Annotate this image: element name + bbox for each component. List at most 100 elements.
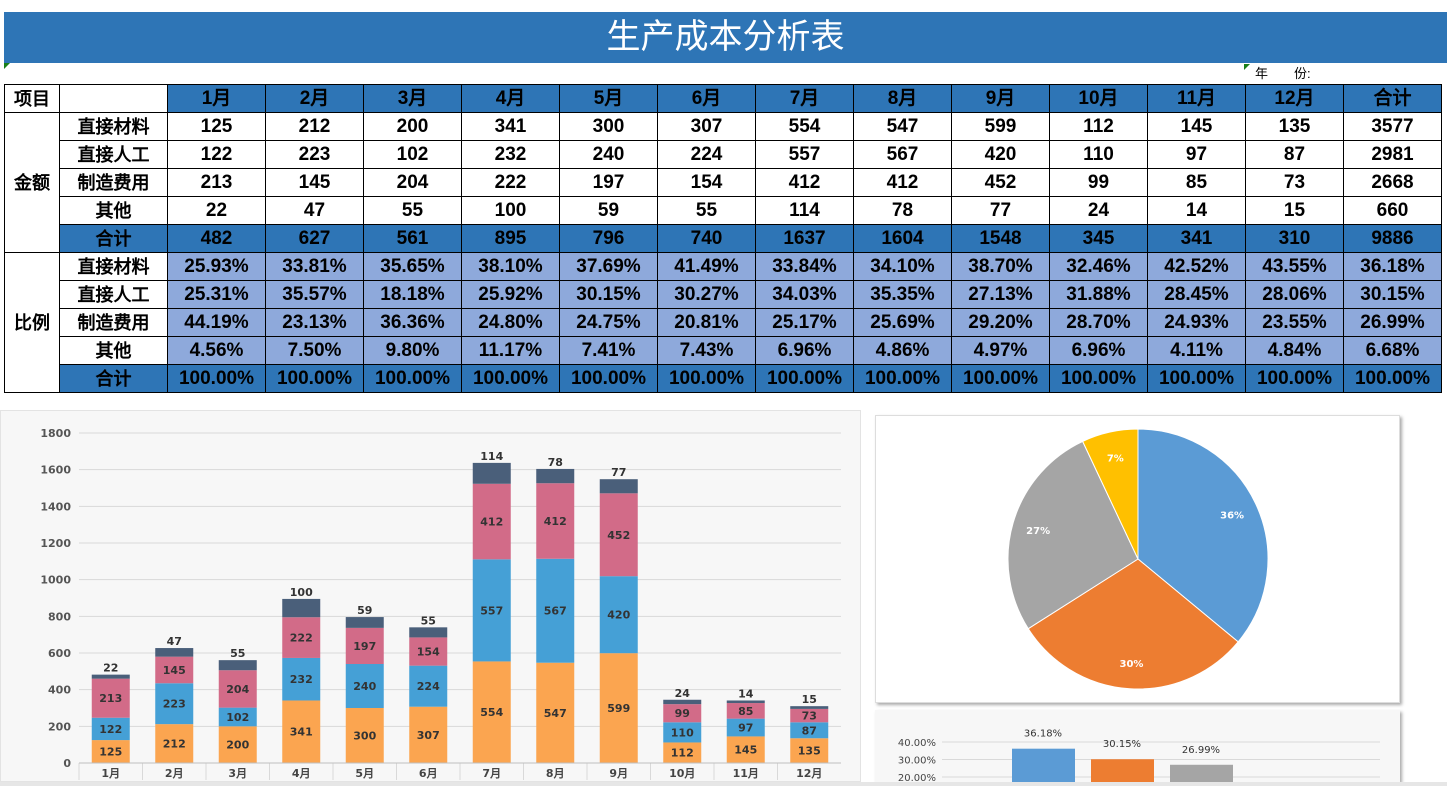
pie-slice[interactable]: [1137, 428, 1269, 643]
value-cell[interactable]: 28.06%: [1245, 280, 1344, 309]
month-header[interactable]: 合计: [1343, 84, 1442, 113]
value-cell[interactable]: 561: [363, 224, 462, 253]
value-cell[interactable]: 100.00%: [755, 364, 854, 393]
stacked-bar-chart[interactable]: 0 200 400 600 800 1000 1200 1400 1600 1800 125 122 2…: [0, 410, 861, 782]
value-cell[interactable]: 1604: [853, 224, 952, 253]
value-cell[interactable]: 4.11%: [1147, 336, 1246, 365]
month-header[interactable]: 9月: [951, 84, 1050, 113]
ratio-bar-chart[interactable]: 20.00% 30.00% 40.00% 36.18% 30.15% 26.99%: [875, 710, 1400, 782]
value-cell[interactable]: 222: [461, 168, 560, 197]
value-cell[interactable]: 1548: [951, 224, 1050, 253]
value-cell[interactable]: 24.75%: [559, 308, 658, 337]
month-header[interactable]: 11月: [1147, 84, 1246, 113]
value-cell[interactable]: 452: [951, 168, 1050, 197]
ratio-group-label[interactable]: 比例: [4, 252, 60, 393]
value-cell[interactable]: 6.68%: [1343, 336, 1442, 365]
value-cell[interactable]: 87: [1245, 140, 1344, 169]
value-cell[interactable]: 30.15%: [559, 280, 658, 309]
value-cell[interactable]: 25.93%: [167, 252, 266, 281]
value-cell[interactable]: 7.50%: [265, 336, 364, 365]
value-cell[interactable]: 11.17%: [461, 336, 560, 365]
blank-cell[interactable]: [59, 84, 168, 113]
value-cell[interactable]: 28.45%: [1147, 280, 1246, 309]
value-cell[interactable]: 420: [951, 140, 1050, 169]
month-header[interactable]: 5月: [559, 84, 658, 113]
pie-slice[interactable]: [1081, 428, 1139, 560]
value-cell[interactable]: 310: [1245, 224, 1344, 253]
value-cell[interactable]: 100.00%: [461, 364, 560, 393]
bar-segment[interactable]: [726, 700, 765, 704]
pie-chart[interactable]: 36% 30% 27% 7%: [875, 415, 1400, 703]
value-cell[interactable]: 345: [1049, 224, 1148, 253]
value-cell[interactable]: 7.41%: [559, 336, 658, 365]
bar-segment[interactable]: [790, 708, 829, 723]
amount-group-label[interactable]: 金额: [4, 112, 60, 253]
bar-segment[interactable]: [663, 742, 702, 763]
value-cell[interactable]: 145: [1147, 112, 1246, 141]
value-cell[interactable]: 100.00%: [167, 364, 266, 393]
value-cell[interactable]: 100.00%: [657, 364, 756, 393]
value-cell[interactable]: 43.55%: [1245, 252, 1344, 281]
value-cell[interactable]: 740: [657, 224, 756, 253]
bar-segment[interactable]: [409, 627, 448, 638]
bar-segment[interactable]: [345, 708, 384, 763]
bar-segment[interactable]: [345, 617, 384, 628]
month-header[interactable]: 6月: [657, 84, 756, 113]
bar-segment[interactable]: [536, 662, 575, 763]
value-cell[interactable]: 223: [265, 140, 364, 169]
value-cell[interactable]: 18.18%: [363, 280, 462, 309]
value-cell[interactable]: 100.00%: [1147, 364, 1246, 393]
row-label[interactable]: 其他: [59, 196, 168, 225]
value-cell[interactable]: 660: [1343, 196, 1442, 225]
bar-segment[interactable]: [282, 617, 321, 658]
value-cell[interactable]: 42.52%: [1147, 252, 1246, 281]
value-cell[interactable]: 23.55%: [1245, 308, 1344, 337]
value-cell[interactable]: 125: [167, 112, 266, 141]
row-label[interactable]: 直接人工: [59, 280, 168, 309]
value-cell[interactable]: 3577: [1343, 112, 1442, 141]
value-cell[interactable]: 97: [1147, 140, 1246, 169]
value-cell[interactable]: 100: [461, 196, 560, 225]
bar[interactable]: [1170, 764, 1233, 782]
value-cell[interactable]: 547: [853, 112, 952, 141]
value-cell[interactable]: 307: [657, 112, 756, 141]
row-label[interactable]: 合计: [59, 364, 168, 393]
value-cell[interactable]: 38.70%: [951, 252, 1050, 281]
value-cell[interactable]: 4.97%: [951, 336, 1050, 365]
value-cell[interactable]: 78: [853, 196, 952, 225]
row-label[interactable]: 合计: [59, 224, 168, 253]
value-cell[interactable]: 25.17%: [755, 308, 854, 337]
value-cell[interactable]: 28.70%: [1049, 308, 1148, 337]
row-label[interactable]: 制造费用: [59, 168, 168, 197]
value-cell[interactable]: 37.69%: [559, 252, 658, 281]
bar-segment[interactable]: [155, 648, 194, 657]
value-cell[interactable]: 34.03%: [755, 280, 854, 309]
value-cell[interactable]: 55: [657, 196, 756, 225]
value-cell[interactable]: 895: [461, 224, 560, 253]
value-cell[interactable]: 24.93%: [1147, 308, 1246, 337]
value-cell[interactable]: 32.46%: [1049, 252, 1148, 281]
bar-segment[interactable]: [155, 724, 194, 763]
bar-segment[interactable]: [282, 657, 321, 701]
value-cell[interactable]: 25.69%: [853, 308, 952, 337]
month-header[interactable]: 4月: [461, 84, 560, 113]
value-cell[interactable]: 29.20%: [951, 308, 1050, 337]
bar-segment[interactable]: [790, 706, 829, 709]
bar-segment[interactable]: [536, 468, 575, 484]
value-cell[interactable]: 627: [265, 224, 364, 253]
value-cell[interactable]: 24: [1049, 196, 1148, 225]
bar-segment[interactable]: [536, 483, 575, 559]
row-label[interactable]: 其他: [59, 336, 168, 365]
value-cell[interactable]: 100.00%: [559, 364, 658, 393]
value-cell[interactable]: 232: [461, 140, 560, 169]
value-cell[interactable]: 9.80%: [363, 336, 462, 365]
bar-segment[interactable]: [155, 683, 194, 725]
bar-segment[interactable]: [409, 706, 448, 763]
value-cell[interactable]: 34.10%: [853, 252, 952, 281]
value-cell[interactable]: 796: [559, 224, 658, 253]
value-cell[interactable]: 557: [755, 140, 854, 169]
bar-segment[interactable]: [282, 598, 321, 618]
value-cell[interactable]: 412: [853, 168, 952, 197]
value-cell[interactable]: 44.19%: [167, 308, 266, 337]
value-cell[interactable]: 55: [363, 196, 462, 225]
